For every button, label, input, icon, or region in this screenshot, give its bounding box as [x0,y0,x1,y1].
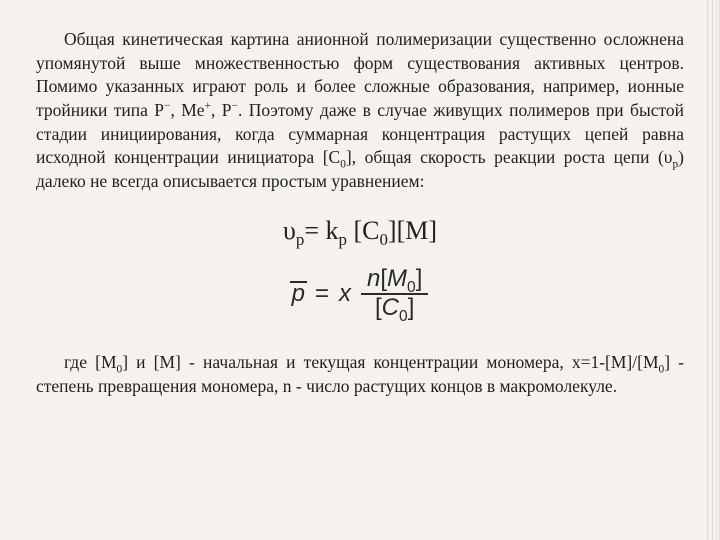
text-chunk: ], общая скорость реакции роста цепи (υ [346,147,673,167]
eq2-x: x [339,278,351,310]
num-M: M [387,265,407,292]
eq2-lhs: p [292,280,305,307]
body-paragraph-2: где [M0] и [M] - начальная и текущая кон… [36,351,684,398]
eq-eq: = k [304,216,338,245]
text-chunk: ] и [M] - начальная и текущая концентрац… [122,352,658,372]
p-bar: p [292,278,305,310]
text-chunk: , P [211,100,232,120]
eq2-equals: = [315,278,329,310]
num-n: n [367,265,380,292]
eq-v: υ [283,216,296,245]
fraction-denominator: [C0] [369,295,420,321]
text-chunk: где [M [64,352,117,372]
page-right-border [707,0,720,540]
degree-of-polymerization-equation: p = x n[M0] [C0] [36,266,684,321]
eq-c-sub: 0 [379,231,387,250]
fraction-numerator: n[M0] [361,266,428,292]
den-C: C [382,294,399,321]
eq-m: ][M] [388,216,437,245]
text-chunk: , Me [170,100,204,120]
fraction: n[M0] [C0] [361,266,428,321]
rate-equation: υp= kp [C0][M] [36,213,684,248]
eq-k-sub: p [339,231,347,250]
body-paragraph-1: Общая кинетическая картина анионной поли… [36,28,684,193]
den-sub: 0 [399,308,408,325]
eq-c: [C [347,216,380,245]
